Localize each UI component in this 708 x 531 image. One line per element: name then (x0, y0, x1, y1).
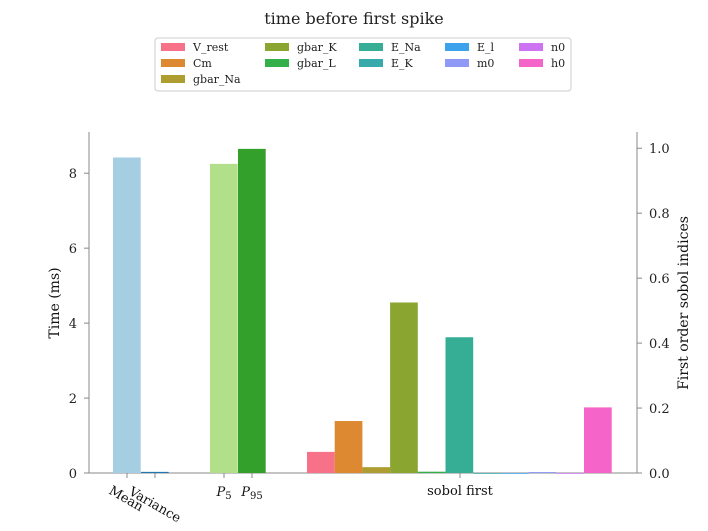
left-tick-label: 0 (69, 467, 77, 482)
legend-label: gbar_K (297, 41, 337, 54)
legend-swatch (161, 43, 185, 51)
right-axis-label: First order sobol indices (676, 216, 692, 390)
legend-label: gbar_Na (193, 73, 241, 86)
legend-swatch (519, 43, 543, 51)
legend-swatch (519, 59, 543, 67)
sobol-bar-v_rest (307, 451, 335, 473)
sobol-bar-cm (334, 421, 363, 473)
left-axis-label: Time (ms) (47, 267, 63, 338)
x-label-p5: P5 (215, 485, 231, 502)
legend-label: n0 (551, 41, 565, 54)
sobol-bar-gbar_na (362, 467, 391, 473)
legend-label: E_l (477, 41, 495, 54)
legend-label: gbar_L (297, 57, 336, 70)
bars (113, 148, 612, 474)
left-tick-label: 8 (69, 167, 77, 182)
x-label-p95: P95 (240, 485, 262, 502)
time-bar-p_5 (210, 163, 238, 473)
legend-swatch (265, 59, 289, 67)
sobol-bar-h0 (584, 407, 612, 473)
right-ticks: 0.0 0.2 0.4 0.6 0.8 1.0 (637, 142, 670, 482)
legend-label: V_rest (192, 41, 229, 54)
sobol-bar-gbar_k (390, 302, 418, 473)
sobol-bar-e_l (500, 473, 529, 474)
legend-swatch (359, 59, 383, 67)
right-tick-label: 0.0 (649, 467, 670, 482)
left-tick-label: 4 (69, 317, 77, 332)
left-tick-label: 2 (69, 392, 77, 407)
right-tick-label: 1.0 (649, 142, 670, 157)
legend-swatch (445, 43, 469, 51)
time-bar-variance (141, 471, 169, 473)
left-ticks: 0 2 4 6 8 (69, 167, 89, 482)
legend-swatch (359, 43, 383, 51)
legend: V_rest Cm gbar_Na gbar_K gbar_L E_Na E_K E_l m0 n… (154, 37, 572, 92)
legend-swatch (265, 43, 289, 51)
legend-label: E_K (391, 57, 414, 70)
legend-label: E_Na (391, 41, 421, 54)
sobol-bar-m0 (528, 472, 557, 473)
left-tick-label: 6 (69, 242, 77, 257)
sobol-bar-gbar_l (417, 471, 446, 473)
legend-label: m0 (477, 57, 494, 70)
legend-label: h0 (551, 57, 565, 70)
time-bar-p_95 (238, 148, 266, 473)
legend-swatch (161, 75, 185, 83)
legend-label: Cm (193, 57, 212, 70)
legend-swatch (161, 59, 185, 67)
right-tick-label: 0.2 (649, 402, 670, 417)
sobol-bar-e_k (473, 473, 501, 474)
x-label-sobol-first: sobol first (427, 484, 493, 499)
chart-title: time before first spike (264, 9, 444, 28)
axes (88, 132, 638, 474)
right-tick-label: 0.8 (649, 207, 670, 222)
right-tick-label: 0.6 (649, 272, 670, 287)
legend-swatch (445, 59, 469, 67)
sobol-bar-e_na (445, 337, 474, 473)
right-tick-label: 0.4 (649, 337, 670, 352)
sobol-bar-n0 (556, 473, 584, 474)
time-bar-mean (113, 157, 141, 473)
